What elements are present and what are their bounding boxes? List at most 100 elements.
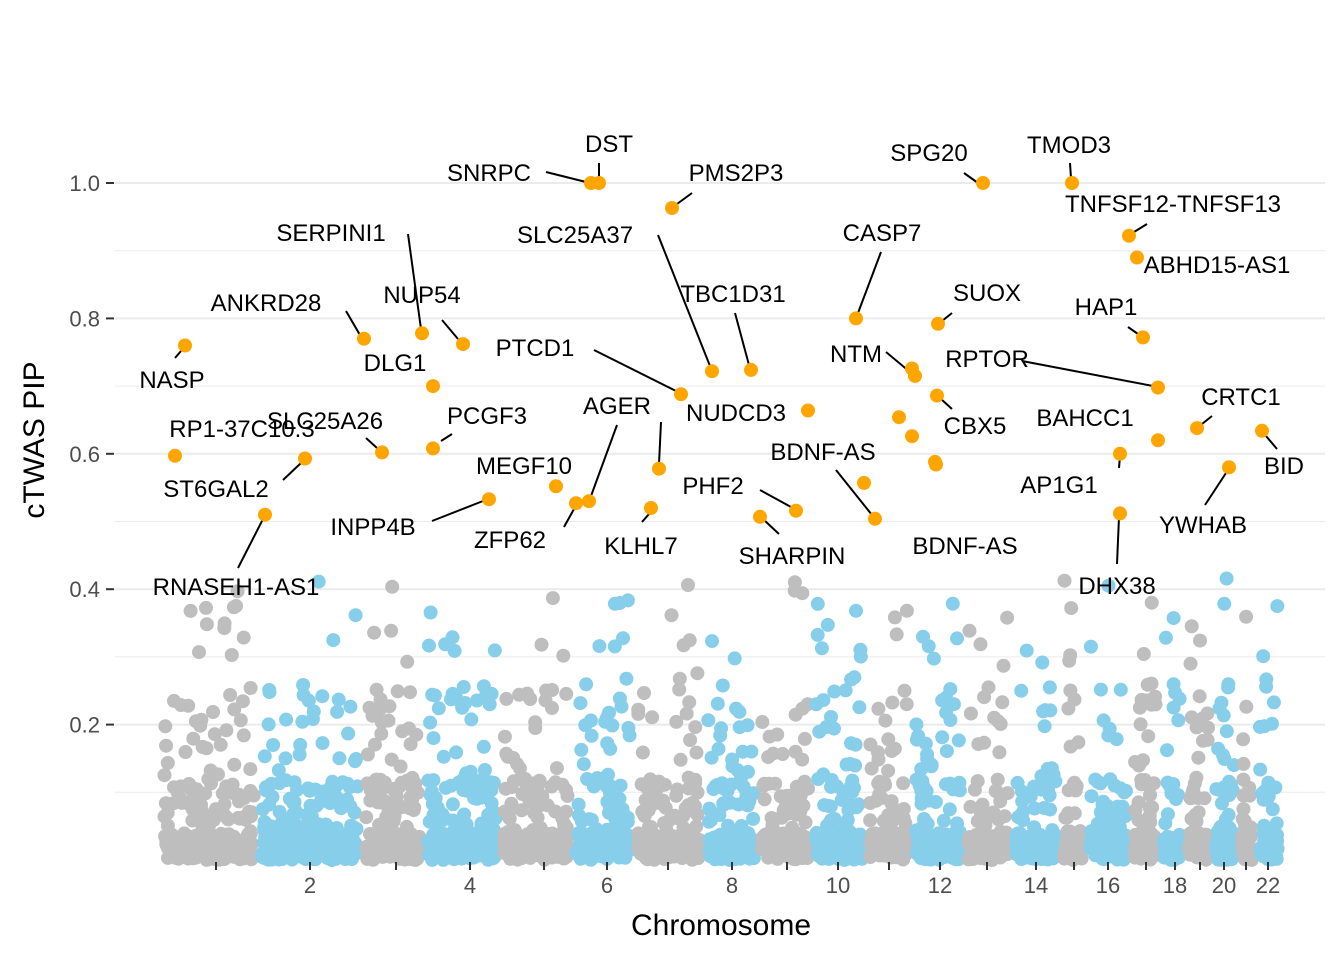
gene-point [464, 712, 479, 727]
gene-point [454, 851, 469, 866]
gene-point [278, 850, 293, 865]
gene-point [757, 792, 772, 807]
highlight-point [1113, 506, 1127, 521]
gene-point [1040, 840, 1055, 855]
gene-point [1067, 806, 1082, 821]
leader-line [407, 233, 422, 330]
gene-point [785, 833, 800, 847]
gene-point [1257, 719, 1272, 734]
gene-point [827, 684, 842, 699]
gene-point [224, 648, 239, 662]
gene-point [939, 744, 954, 759]
gene-point [381, 713, 396, 728]
gene-point [600, 710, 614, 725]
gene-label: TNFSF12-TNFSF13 [1065, 191, 1281, 218]
leader-line [1021, 360, 1154, 387]
gene-point [1158, 630, 1173, 645]
gene-point [917, 812, 931, 826]
gene-point [995, 695, 1010, 710]
gene-point [914, 762, 929, 777]
gene-point [378, 829, 392, 844]
gene-point [1266, 821, 1281, 836]
gene-point [1166, 611, 1181, 626]
gene-point [702, 814, 716, 829]
gene-point [620, 593, 635, 608]
gene-point [384, 752, 399, 767]
gene-point [963, 706, 978, 721]
gene-point [657, 777, 672, 792]
gene-point [914, 796, 929, 811]
x-tick-label: 10 [826, 873, 850, 898]
gene-point [715, 678, 730, 693]
gene-point [512, 687, 527, 702]
gene-point [431, 701, 446, 716]
gene-point [657, 846, 672, 861]
gene-point [1223, 829, 1238, 844]
gene-point [755, 831, 770, 846]
leader-line [282, 462, 302, 481]
gene-label: PTCD1 [496, 335, 575, 362]
gene-point [192, 645, 206, 660]
gene-label: SNRPC [447, 160, 531, 187]
gene-point [603, 741, 618, 756]
gene-label: BDNF-AS [770, 439, 875, 466]
gene-point [764, 811, 779, 825]
gene-point [445, 797, 460, 812]
leader-line [1116, 516, 1120, 565]
gene-label: RPTOR [945, 346, 1029, 373]
gene-point [669, 714, 684, 729]
gene-point [423, 605, 438, 620]
gene-point [1195, 711, 1210, 726]
gene-point [178, 745, 193, 759]
highlight-point [357, 331, 371, 346]
gene-point [1067, 692, 1082, 707]
leader-line [431, 500, 484, 522]
gene-point [1270, 599, 1285, 614]
gene-point [679, 706, 694, 721]
gene-point [236, 630, 251, 645]
gene-point [556, 648, 571, 663]
gene-label: SLC25A37 [517, 222, 633, 249]
gene-point [1040, 761, 1055, 776]
gene-label: DLG1 [364, 350, 427, 377]
highlight-point [801, 403, 815, 418]
gene-point [656, 793, 670, 808]
gene-point [598, 778, 613, 793]
x-tick-label: 14 [1024, 873, 1048, 898]
gene-point [619, 671, 634, 686]
gene-point [1214, 796, 1229, 811]
gene-point [942, 802, 957, 817]
gene-point [716, 796, 731, 811]
gene-point [512, 761, 527, 776]
gene-point [1183, 656, 1198, 671]
highlight-point [1151, 380, 1165, 395]
gene-point [1103, 772, 1118, 787]
gene-point [573, 696, 588, 711]
gene-point [664, 608, 679, 623]
gene-point [426, 731, 441, 746]
gene-point [620, 837, 635, 852]
gene-point [545, 591, 560, 606]
highlight-point [1130, 250, 1144, 265]
gene-point [1184, 619, 1199, 634]
gene-point [882, 832, 897, 847]
gene-point [549, 761, 564, 776]
gene-point [761, 776, 776, 791]
gene-point [476, 739, 491, 754]
gene-point [1185, 841, 1200, 855]
gene-point [1196, 733, 1210, 748]
gene-point [527, 805, 541, 820]
gene-point [301, 781, 315, 796]
gene-point [559, 804, 574, 819]
gene-point [1236, 772, 1251, 787]
gene-point [705, 634, 719, 649]
gene-point [844, 672, 859, 687]
gene-point [454, 696, 469, 711]
gene-point [1217, 596, 1232, 611]
gene-point [207, 727, 222, 742]
gene-point [1211, 741, 1226, 756]
gene-point [669, 788, 684, 803]
gene-point [244, 852, 259, 867]
highlight-point [1113, 446, 1127, 461]
gene-point [343, 699, 358, 714]
